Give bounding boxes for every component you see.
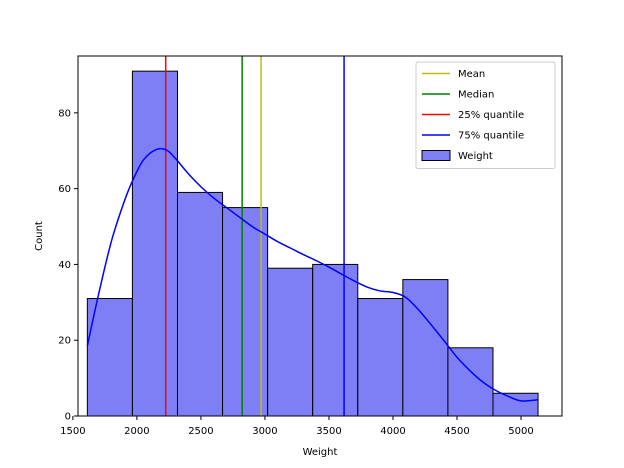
reference-lines: [164, 56, 345, 416]
legend-label-mean: Mean: [458, 69, 485, 80]
y-tick-label: 0: [65, 412, 71, 423]
bar: [176, 191, 224, 417]
x-axis-label: Weight: [303, 447, 338, 458]
bar: [447, 347, 494, 417]
x-tick-label: 4000: [380, 426, 405, 437]
y-tick-label: 40: [58, 260, 71, 271]
legend-swatch-weight: [421, 150, 451, 161]
bar: [357, 298, 404, 417]
y-axis-label: Count: [34, 221, 45, 251]
y-tick-label: 80: [58, 108, 71, 119]
x-axis-ticks: 1500 2000 2500 3000 3500 4000 4500 5000: [60, 416, 534, 437]
legend-label-median: Median: [458, 90, 494, 101]
bar: [267, 267, 314, 417]
bar: [492, 392, 539, 417]
kde-curve: [86, 147, 539, 402]
x-tick-label: 3500: [316, 426, 341, 437]
x-tick-label: 2500: [188, 426, 213, 437]
x-tick-label: 4500: [444, 426, 469, 437]
y-tick-label: 20: [58, 336, 71, 347]
legend: Mean Median 25% quantile 75% quantile Weight: [415, 61, 556, 169]
plot-frame: [77, 55, 563, 417]
legend-box: [415, 61, 556, 169]
histogram-bars: [86, 70, 539, 417]
x-tick-label: 1500: [60, 426, 85, 437]
bar: [312, 263, 359, 417]
y-axis-ticks: 0 20 40 60 80: [58, 108, 78, 423]
x-tick-label: 3000: [252, 426, 277, 437]
legend-label-weight: Weight: [458, 151, 493, 162]
legend-label-25-quantile: 25% quantile: [458, 110, 524, 121]
bar: [402, 279, 449, 417]
legend-label-75-quantile: 75% quantile: [458, 131, 524, 142]
bar: [222, 207, 269, 417]
x-tick-label: 2000: [124, 426, 149, 437]
bar: [131, 70, 178, 417]
y-tick-label: 60: [58, 184, 71, 195]
x-tick-label: 5000: [508, 426, 533, 437]
